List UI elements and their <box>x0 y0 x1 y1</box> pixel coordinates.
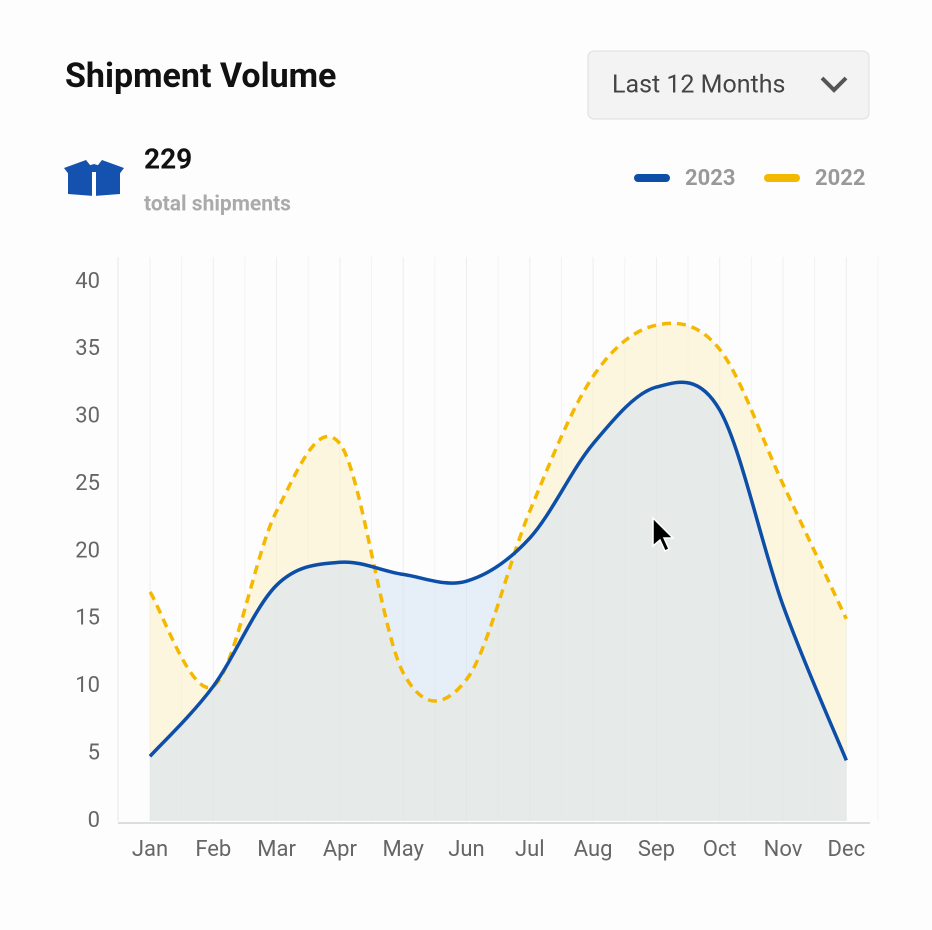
legend-label: 2022 <box>815 166 866 191</box>
line <box>148 321 848 703</box>
dropdown-label[interactable]: Last 12 Months <box>612 71 785 100</box>
x-tick-label: Oct <box>703 837 737 862</box>
cursor <box>652 516 675 553</box>
x-tick-label: Jul <box>515 837 545 862</box>
x-tick-label: Feb <box>195 837 231 862</box>
x-tick-label: Sep <box>638 837 675 862</box>
x-tick-label: Jun <box>448 837 484 862</box>
chart-title: Shipment Volume <box>65 56 336 96</box>
dropdown[interactable] <box>587 50 870 120</box>
chevron[interactable] <box>820 76 848 93</box>
y-tick-label: 10 <box>75 673 100 698</box>
y-tick-label: 40 <box>75 269 100 294</box>
legend-label: 2023 <box>685 166 736 191</box>
x-tick-label: Nov <box>764 837 803 862</box>
total-label: total shipments <box>144 193 291 217</box>
x-tick-label: May <box>382 837 424 862</box>
y-tick-label: 25 <box>75 471 100 496</box>
total-value: 229 <box>144 142 192 175</box>
line <box>148 380 848 762</box>
y-tick-label: 30 <box>75 404 100 429</box>
y-tick-label: 15 <box>75 606 100 631</box>
x-tick-label: Aug <box>574 837 613 862</box>
box-icon <box>64 160 124 196</box>
x-tick-label: Dec <box>827 837 865 862</box>
x-tick-label: Mar <box>257 837 296 862</box>
y-tick-label: 0 <box>88 808 100 833</box>
y-tick-label: 5 <box>88 740 100 765</box>
x-tick-label: Jan <box>132 837 168 862</box>
y-tick-label: 35 <box>75 336 100 361</box>
area <box>150 382 847 821</box>
x-tick-label: Apr <box>323 837 358 862</box>
y-tick-label: 20 <box>75 538 100 563</box>
